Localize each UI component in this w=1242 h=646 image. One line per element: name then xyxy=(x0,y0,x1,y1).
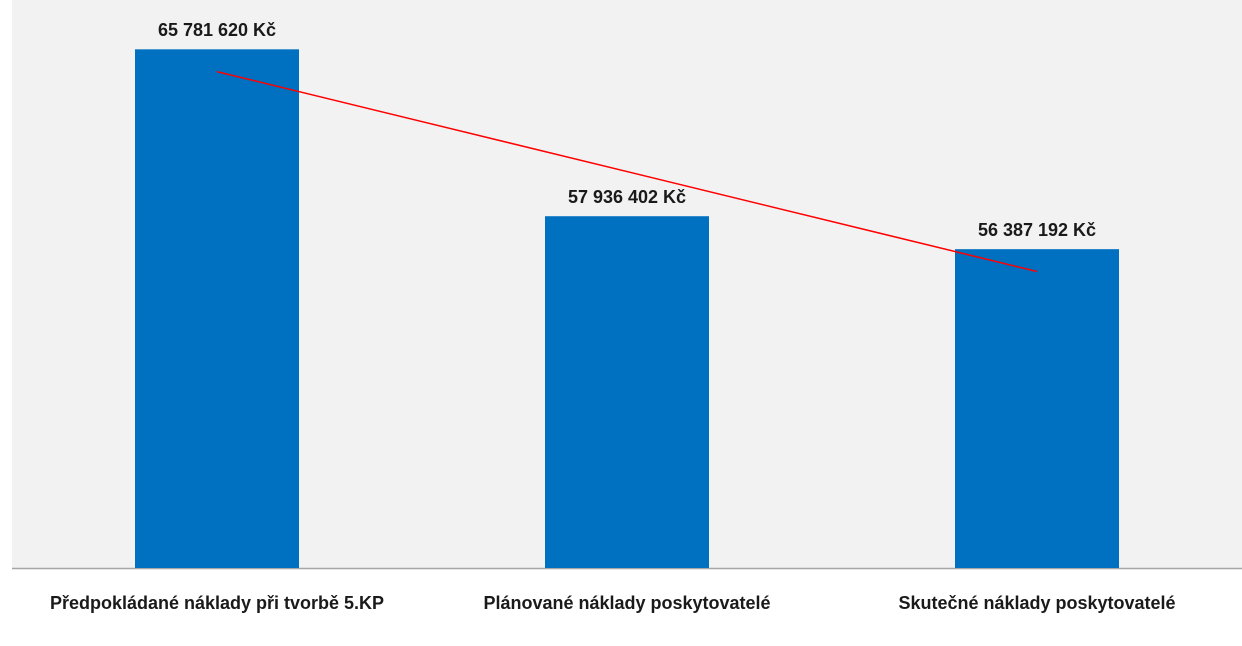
x-tick-label: Plánované náklady poskytovatelé xyxy=(483,593,771,613)
x-tick-label: Předpokládané náklady při tvorbě 5.KP xyxy=(49,593,385,613)
bar xyxy=(955,249,1119,569)
bar xyxy=(545,216,709,569)
trendline xyxy=(216,70,1038,273)
bar xyxy=(135,49,299,569)
value-label: 65 781 620 Kč xyxy=(158,20,276,40)
x-tick-label: Skutečné náklady poskytovatelé xyxy=(898,593,1176,613)
value-label: 56 387 192 Kč xyxy=(978,220,1096,240)
value-label: 57 936 402 Kč xyxy=(568,187,686,207)
